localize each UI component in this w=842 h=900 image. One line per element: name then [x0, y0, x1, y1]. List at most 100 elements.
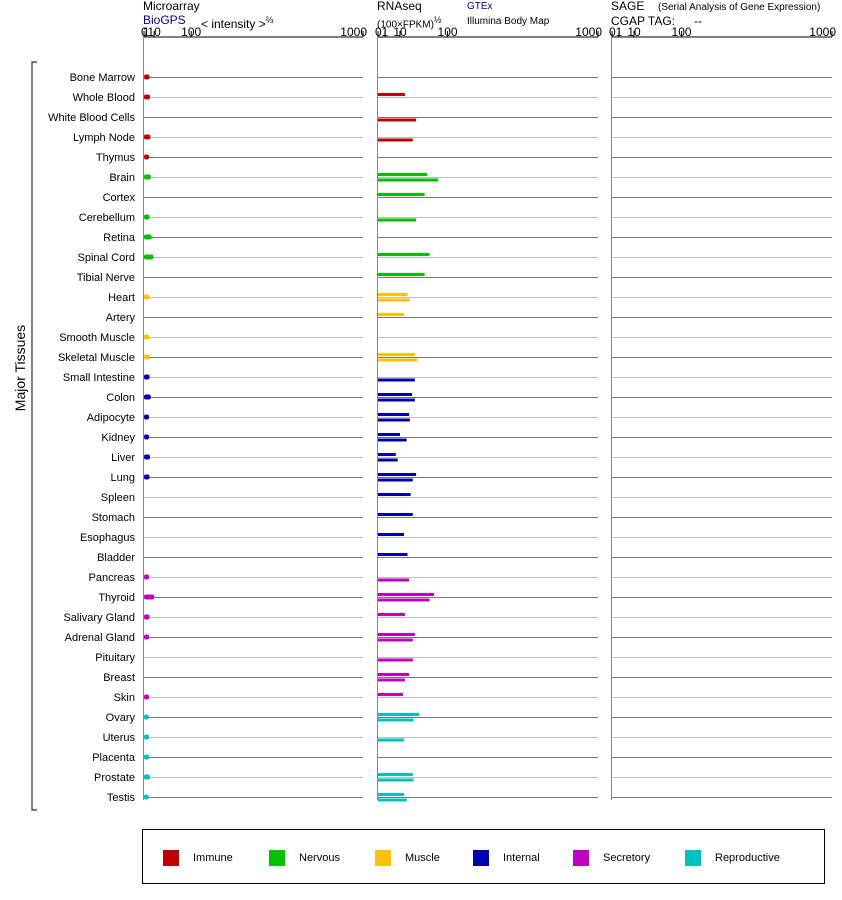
- tick-label-rnaseq-1: 1: [382, 25, 389, 39]
- category-label: Lung: [111, 472, 135, 484]
- tick-label-sage-0: 0: [609, 25, 616, 39]
- rnaseq-title: RNAseq: [377, 0, 422, 13]
- gtex-link[interactable]: GTEx: [467, 1, 493, 12]
- legend-item-immune: Immune: [163, 850, 233, 866]
- tick-label-microarray-1: 1: [143, 25, 150, 39]
- legend-swatch-reproductive: [685, 850, 701, 866]
- sage-subtitle: (Serial Analysis of Gene Expression): [658, 2, 821, 13]
- legend-label-internal: Internal: [503, 852, 540, 864]
- legend: Immune Nervous Muscle Internal Secretory…: [142, 829, 825, 884]
- bar-illumina: [378, 578, 410, 582]
- category-label: Stomach: [92, 512, 135, 524]
- legend-label-muscle: Muscle: [405, 852, 440, 864]
- category-label: Artery: [106, 312, 136, 324]
- bar-microarray: [144, 174, 151, 180]
- legend-label-secretory: Secretory: [603, 852, 651, 864]
- tick-label-sage-100: 100: [672, 25, 692, 39]
- bar-illumina: [378, 778, 414, 782]
- legend-swatch-internal: [473, 850, 489, 866]
- bar-microarray: [144, 594, 155, 600]
- category-label: Retina: [103, 232, 136, 244]
- category-label: Brain: [109, 172, 135, 184]
- bar-illumina: [378, 458, 398, 462]
- category-label: Bone Marrow: [70, 72, 135, 84]
- bar-illumina: [378, 718, 414, 722]
- group-bracket: [31, 61, 37, 811]
- bar-microarray: [144, 454, 150, 460]
- category-label: Liver: [111, 452, 135, 464]
- tick-label-rnaseq-1000: 1000: [575, 25, 602, 39]
- bar-microarray: [144, 294, 150, 300]
- microarray-scale-exp: ⅔: [265, 15, 274, 25]
- category-label: Cortex: [103, 192, 136, 204]
- category-label: Lymph Node: [73, 132, 135, 144]
- bar-microarray: [144, 734, 150, 740]
- bar-illumina: [378, 678, 405, 682]
- tick-label-rnaseq-10: 10: [393, 25, 407, 39]
- category-label: Ovary: [106, 712, 136, 724]
- bar-illumina: [378, 658, 413, 662]
- bar-gtex: [378, 513, 413, 516]
- bar-microarray: [144, 334, 150, 340]
- bar-gtex: [378, 713, 420, 716]
- bar-gtex: [378, 173, 428, 176]
- microarray-title: Microarray: [143, 0, 200, 13]
- microarray-scale-text: < intensity >: [201, 17, 266, 31]
- rnaseq-scale-label: (100×FPKM)½: [377, 15, 441, 30]
- bar-gtex: [378, 553, 408, 556]
- bar-gtex: [378, 353, 415, 356]
- category-label: Cerebellum: [79, 212, 135, 224]
- bar-microarray: [144, 694, 150, 700]
- bar-microarray: [144, 434, 150, 440]
- bar-illumina: [378, 638, 413, 642]
- category-label: Spinal Cord: [78, 252, 135, 264]
- legend-label-reproductive: Reproductive: [715, 852, 780, 864]
- bar-microarray: [144, 634, 150, 640]
- bar-microarray: [144, 714, 149, 720]
- bar-microarray: [144, 474, 150, 480]
- legend-item-internal: Internal: [473, 850, 540, 866]
- bar-microarray: [144, 214, 150, 220]
- category-label: Bladder: [97, 552, 135, 564]
- category-label: Thyroid: [98, 592, 135, 604]
- tick-label-microarray-100: 100: [181, 25, 201, 39]
- legend-swatch-nervous: [269, 850, 285, 866]
- bar-gtex: [378, 393, 413, 396]
- category-label: Adipocyte: [87, 412, 135, 424]
- bar-illumina: [378, 398, 415, 402]
- category-label: Small Intestine: [63, 372, 135, 384]
- microarray-scale-label: < intensity >⅔: [201, 14, 273, 31]
- bar-illumina: [378, 218, 417, 222]
- sage-title: SAGE: [611, 0, 645, 13]
- category-label: Pancreas: [89, 572, 136, 584]
- category-label: Breast: [103, 672, 135, 684]
- category-label: Skin: [114, 692, 135, 704]
- tick-label-sage-10: 10: [627, 25, 641, 39]
- bar-illumina: [378, 178, 439, 182]
- category-label: Testis: [107, 792, 136, 804]
- bar-microarray: [144, 794, 149, 800]
- category-label: Kidney: [101, 432, 135, 444]
- bar-microarray: [144, 774, 150, 780]
- category-label: Placenta: [92, 752, 136, 764]
- bar-gtex: [378, 533, 405, 536]
- bar-illumina: [378, 438, 407, 442]
- bar-gtex: [378, 473, 417, 476]
- bar-gtex: [378, 773, 413, 776]
- bar-microarray: [144, 74, 150, 80]
- bar-gtex: [378, 493, 411, 496]
- bar-microarray: [144, 614, 150, 620]
- category-label: Spleen: [101, 492, 135, 504]
- category-label: Heart: [108, 292, 135, 304]
- bar-gtex: [378, 93, 405, 96]
- category-label: White Blood Cells: [48, 112, 135, 124]
- category-label: Uterus: [103, 732, 136, 744]
- bar-illumina: [378, 298, 410, 302]
- bar-gtex: [378, 673, 410, 676]
- legend-label-immune: Immune: [193, 852, 233, 864]
- bar-microarray: [144, 394, 151, 400]
- bar-gtex: [378, 313, 405, 316]
- biogps-link[interactable]: BioGPS: [143, 13, 186, 27]
- bar-microarray: [144, 414, 150, 420]
